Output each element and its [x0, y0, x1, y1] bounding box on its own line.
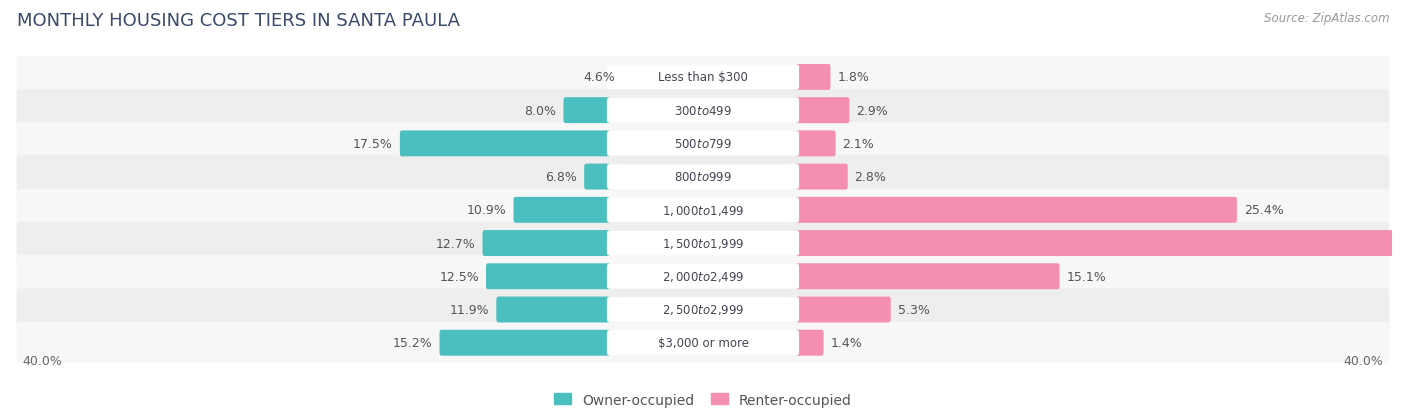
FancyBboxPatch shape — [17, 57, 1389, 99]
FancyBboxPatch shape — [399, 131, 610, 157]
FancyBboxPatch shape — [17, 90, 1389, 132]
FancyBboxPatch shape — [796, 297, 891, 323]
Legend: Owner-occupied, Renter-occupied: Owner-occupied, Renter-occupied — [554, 393, 852, 407]
Text: $1,000 to $1,499: $1,000 to $1,499 — [662, 203, 744, 217]
FancyBboxPatch shape — [17, 289, 1389, 331]
Text: 10.9%: 10.9% — [467, 204, 506, 217]
FancyBboxPatch shape — [796, 65, 831, 91]
FancyBboxPatch shape — [607, 132, 799, 156]
FancyBboxPatch shape — [796, 330, 824, 356]
FancyBboxPatch shape — [607, 297, 799, 322]
FancyBboxPatch shape — [607, 66, 799, 90]
Text: $800 to $999: $800 to $999 — [673, 171, 733, 184]
Text: $1,500 to $1,999: $1,500 to $1,999 — [662, 237, 744, 250]
Text: $500 to $799: $500 to $799 — [673, 138, 733, 150]
Text: 1.8%: 1.8% — [838, 71, 869, 84]
Text: 1.4%: 1.4% — [831, 337, 862, 349]
FancyBboxPatch shape — [17, 123, 1389, 165]
Text: $300 to $499: $300 to $499 — [673, 104, 733, 117]
Text: 5.3%: 5.3% — [897, 303, 929, 316]
FancyBboxPatch shape — [607, 99, 799, 123]
FancyBboxPatch shape — [482, 230, 610, 256]
Text: Source: ZipAtlas.com: Source: ZipAtlas.com — [1264, 12, 1389, 25]
FancyBboxPatch shape — [607, 264, 799, 289]
Text: $3,000 or more: $3,000 or more — [658, 337, 748, 349]
FancyBboxPatch shape — [486, 263, 610, 290]
Text: 11.9%: 11.9% — [450, 303, 489, 316]
Text: 17.5%: 17.5% — [353, 138, 392, 150]
FancyBboxPatch shape — [17, 322, 1389, 364]
Text: $2,000 to $2,499: $2,000 to $2,499 — [662, 270, 744, 284]
FancyBboxPatch shape — [17, 222, 1389, 265]
Text: 6.8%: 6.8% — [546, 171, 578, 184]
Text: 40.0%: 40.0% — [22, 354, 62, 367]
FancyBboxPatch shape — [796, 197, 1237, 223]
Text: 15.1%: 15.1% — [1066, 270, 1107, 283]
FancyBboxPatch shape — [583, 164, 610, 190]
FancyBboxPatch shape — [17, 156, 1389, 198]
Text: Less than $300: Less than $300 — [658, 71, 748, 84]
FancyBboxPatch shape — [513, 197, 610, 223]
FancyBboxPatch shape — [564, 98, 610, 124]
FancyBboxPatch shape — [796, 98, 849, 124]
FancyBboxPatch shape — [796, 263, 1060, 290]
Text: 40.0%: 40.0% — [1344, 354, 1384, 367]
Text: 12.5%: 12.5% — [439, 270, 479, 283]
Text: 12.7%: 12.7% — [436, 237, 475, 250]
Text: 2.8%: 2.8% — [855, 171, 886, 184]
Text: 25.4%: 25.4% — [1244, 204, 1284, 217]
FancyBboxPatch shape — [607, 198, 799, 223]
FancyBboxPatch shape — [796, 164, 848, 190]
Text: 2.9%: 2.9% — [856, 104, 889, 117]
Text: 4.6%: 4.6% — [583, 71, 616, 84]
Text: $2,500 to $2,999: $2,500 to $2,999 — [662, 303, 744, 317]
Text: 8.0%: 8.0% — [524, 104, 557, 117]
FancyBboxPatch shape — [796, 230, 1406, 256]
FancyBboxPatch shape — [607, 331, 799, 355]
FancyBboxPatch shape — [796, 131, 835, 157]
FancyBboxPatch shape — [496, 297, 610, 323]
FancyBboxPatch shape — [17, 255, 1389, 298]
Text: MONTHLY HOUSING COST TIERS IN SANTA PAULA: MONTHLY HOUSING COST TIERS IN SANTA PAUL… — [17, 12, 460, 30]
Text: 2.1%: 2.1% — [842, 138, 875, 150]
FancyBboxPatch shape — [440, 330, 610, 356]
FancyBboxPatch shape — [607, 231, 799, 256]
FancyBboxPatch shape — [17, 189, 1389, 232]
FancyBboxPatch shape — [607, 165, 799, 190]
Text: 15.2%: 15.2% — [392, 337, 433, 349]
